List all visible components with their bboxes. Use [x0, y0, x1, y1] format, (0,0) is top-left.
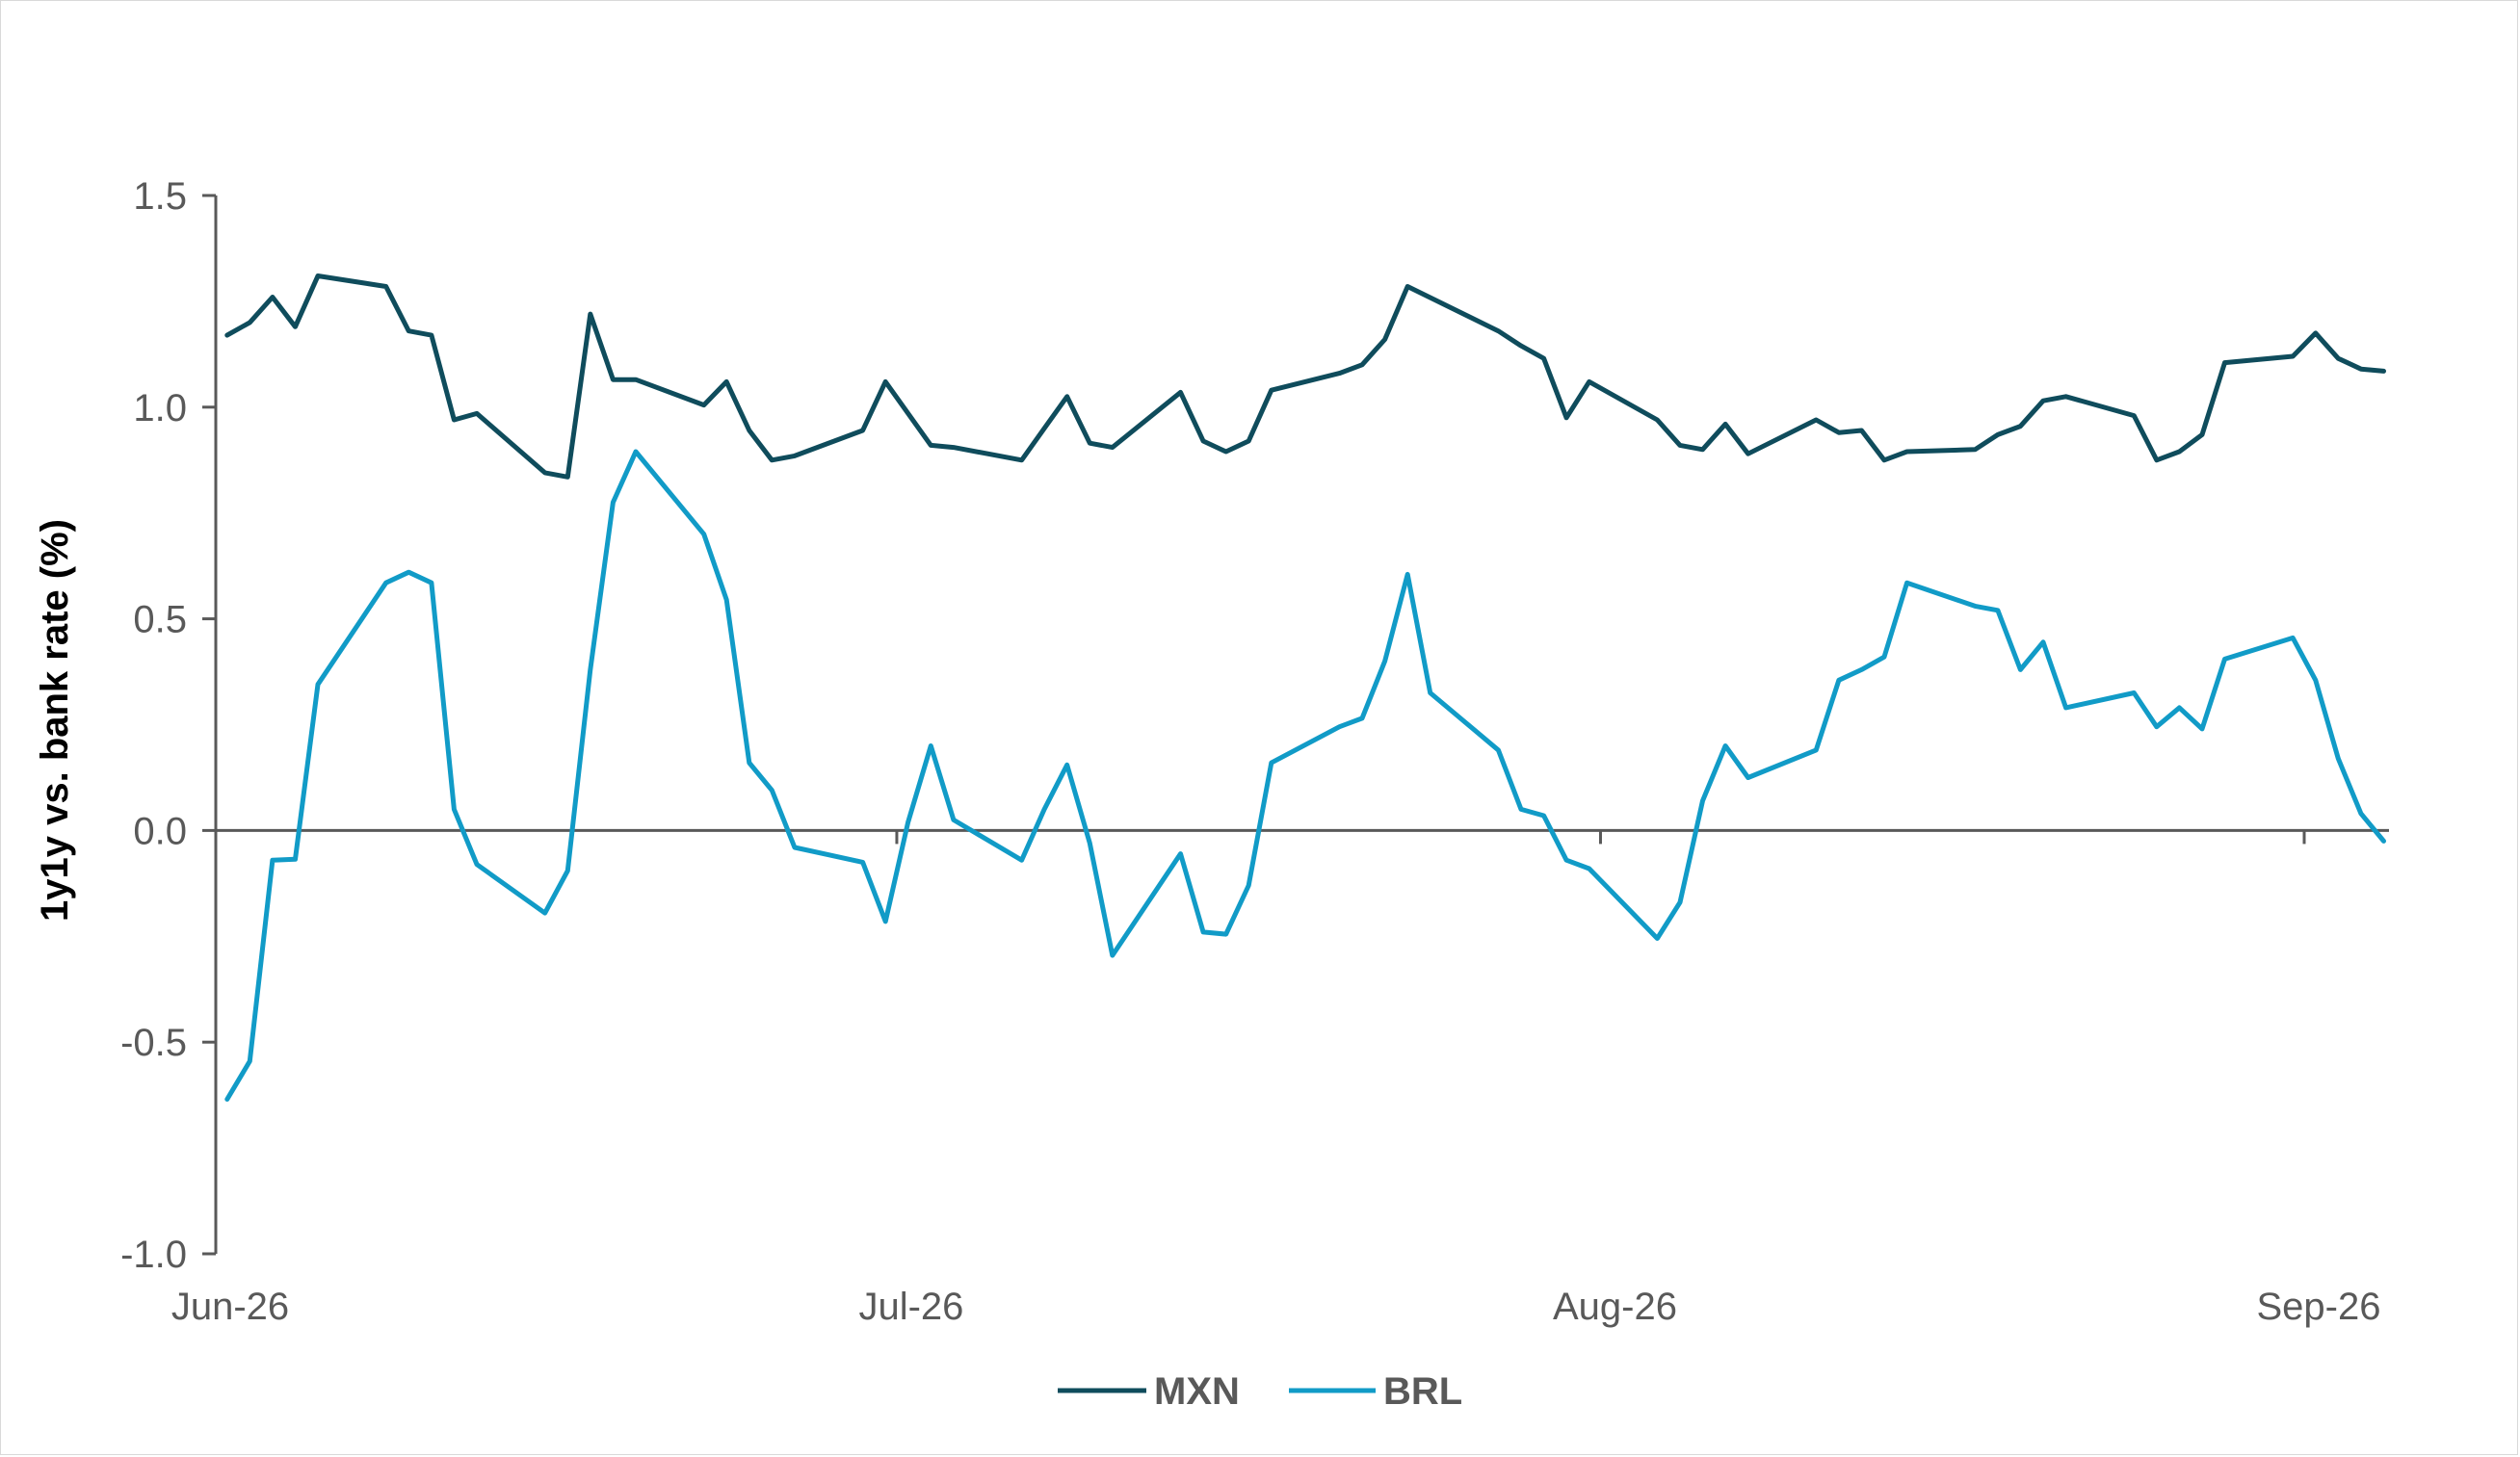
y-tick-label: -1.0: [120, 1234, 187, 1276]
series-line-brl: [224, 449, 2386, 1102]
legend: MXN BRL: [1058, 1370, 1462, 1413]
y-axis: 1.5 1.0 0.5 0.0 -0.5 -1.0: [120, 175, 218, 1276]
legend-item-brl: BRL: [1289, 1370, 1462, 1413]
y-tick-label: -0.5: [120, 1022, 187, 1064]
legend-label: BRL: [1383, 1370, 1462, 1413]
y-tick-label: 0.5: [133, 599, 187, 641]
legend-label: MXN: [1154, 1370, 1240, 1413]
x-tick-label: Jun-26: [171, 1286, 289, 1328]
legend-item-mxn: MXN: [1058, 1370, 1240, 1413]
y-tick-label: 0.0: [133, 810, 187, 852]
series-line-mxn: [224, 273, 2386, 480]
x-axis: Jun-26 Jul-26 Aug-26 Sep-26: [171, 828, 2389, 1328]
x-tick-label: Jul-26: [858, 1286, 963, 1328]
y-tick-label: 1.0: [133, 387, 187, 429]
y-axis-title: 1y1y vs. bank rate (%): [34, 519, 76, 922]
x-tick-label: Aug-26: [1553, 1286, 1677, 1328]
y-tick-label: 1.5: [133, 175, 187, 218]
series-layer: [224, 273, 2386, 1102]
x-tick-label: Sep-26: [2257, 1286, 2381, 1328]
